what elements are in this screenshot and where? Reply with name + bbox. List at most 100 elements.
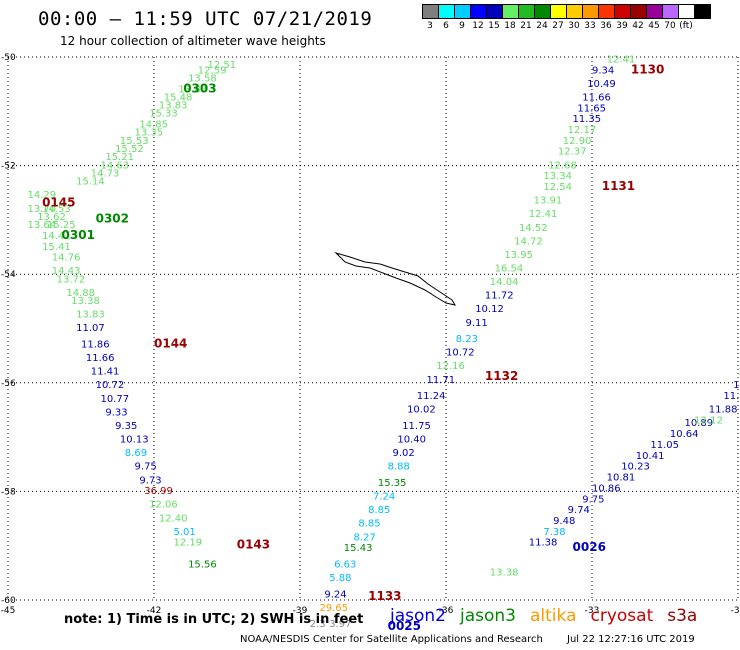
legend-label: 24 (536, 21, 548, 31)
legend-swatch (486, 4, 503, 19)
satellite-name: s3a (667, 606, 698, 626)
wave-height-value: 15.43 (344, 543, 373, 554)
wave-height-value: 10.64 (670, 429, 699, 440)
wave-height-value: 11.65 (577, 103, 606, 114)
legend-label: 21 (520, 21, 532, 31)
legend-swatch (662, 4, 679, 19)
x-tick-label: -45 (1, 606, 16, 616)
wave-height-value: 9.33 (105, 407, 127, 418)
y-tick-label: -54 (1, 270, 16, 280)
wave-height-value: 14.76 (52, 253, 81, 264)
wave-height-value: 10.81 (607, 473, 636, 484)
wave-height-value: 12.40 (159, 513, 188, 524)
wave-height-value: 13.72 (57, 274, 86, 285)
legend-label: 18 (504, 21, 516, 31)
wave-height-value: 10.49 (587, 79, 616, 90)
wave-height-value: 11.35 (573, 114, 602, 125)
legend-label: 9 (459, 21, 465, 31)
x-tick-label: -39 (293, 606, 308, 616)
wave-height-value: 11.24 (417, 391, 446, 402)
wave-height-value: 15.35 (378, 478, 407, 489)
wave-height-value: 11.07 (76, 323, 105, 334)
legend-label: 33 (584, 21, 596, 31)
wave-height-value: 14.63 (100, 160, 129, 171)
wave-height-value: 15.25 (47, 220, 76, 231)
legend-label: 15 (488, 21, 500, 31)
wave-height-value: 10.40 (397, 435, 426, 446)
wave-height-value: 12.16 (436, 361, 465, 372)
wave-height-value: 15.53 (120, 136, 149, 147)
page-subtitle: 12 hour collection of altimeter wave hei… (60, 34, 326, 48)
satellite-name: cryosat (590, 606, 654, 626)
wave-height-value: 11.05 (650, 440, 679, 451)
pass-time-label: 1133 (368, 589, 401, 603)
legend-label: 39 (616, 21, 628, 31)
wave-height-value: 13.83 (159, 101, 188, 112)
south-georgia-island (334, 251, 457, 306)
wave-height-value: 9.75 (582, 494, 604, 505)
wave-height-value: 14.52 (519, 223, 548, 234)
satellite-legend: jason2 jason3 altika cryosat s3a (390, 606, 711, 626)
wave-height-value: 36.99 (144, 486, 173, 497)
wave-height-value: 11.86 (81, 340, 110, 351)
legend-swatch (678, 4, 695, 19)
wave-height-value: 13.95 (504, 250, 533, 261)
wave-height-value: 15.56 (188, 559, 217, 570)
axis-tick-labels: -45 -42 -39 -36 -33 -30 -50 -52 -54 -56 -58 -60 (1, 53, 740, 616)
wave-height-value: 10.12 (475, 304, 504, 315)
wave-height-value: 13.58 (188, 73, 217, 84)
legend-labels: 3 6 9 12 15 18 21 24 27 30 33 36 39 42 45 70 (ft) (422, 21, 710, 31)
legend-swatch (454, 4, 471, 19)
wave-height-value: 9.35 (115, 421, 137, 432)
wave-height-value: 2.3 (310, 619, 326, 630)
legend-swatch (614, 4, 631, 19)
wave-height-value: 15.21 (105, 152, 134, 163)
pass-time-label: 1130 (631, 62, 664, 76)
legend-label: 70 (664, 21, 676, 31)
legend-swatch (566, 4, 583, 19)
wave-height-labels: 12.5112.5913.5813.8715.4813.8315.3314.85… (27, 54, 740, 630)
y-tick-label: -52 (1, 162, 16, 172)
pass-time-label: 0144 (154, 337, 187, 351)
wave-height-value: 14.04 (490, 277, 519, 288)
wave-height-value: 14.29 (27, 190, 56, 201)
legend-swatch (534, 4, 551, 19)
wave-height-value: 13.34 (543, 171, 572, 182)
wave-height-value: 14.43 (52, 266, 81, 277)
wave-height-value: 11.38 (529, 538, 558, 549)
pass-time-label: 1132 (485, 369, 518, 383)
wave-height-value: 10.72 (96, 380, 125, 391)
wave-height-value: 15.48 (164, 92, 193, 103)
wave-height-value: 8.85 (358, 519, 380, 530)
wave-height-value: 13.35 (135, 128, 164, 139)
wave-height-value: 9.75 (135, 462, 157, 473)
pass-time-label: 0026 (573, 540, 606, 554)
wave-height-value: 12.19 (173, 538, 202, 549)
wave-height-value: 14.41 (42, 231, 71, 242)
wave-height-value: 14.85 (139, 120, 168, 131)
legend-swatch (470, 4, 487, 19)
legend-label: (ft) (679, 21, 693, 31)
wave-height-value: 7.38 (543, 527, 565, 538)
wave-height-value: 15.14 (76, 177, 105, 188)
pass-time-label: 1131 (602, 179, 635, 193)
satellite-name: altika (530, 606, 577, 626)
wave-height-value: 11.71 (427, 375, 456, 386)
wave-height-value: 7.24 (373, 492, 395, 503)
wave-height-value: 16.54 (495, 263, 524, 274)
pass-time-label: 0145 (42, 195, 75, 209)
wave-height-value: 11.1 (733, 380, 740, 391)
wave-height-value: 12.59 (198, 65, 227, 76)
wave-height-value: 8.85 (368, 505, 390, 516)
legend-swatch (502, 4, 519, 19)
wave-height-value: 12.06 (149, 500, 178, 511)
wave-height-value: 11.41 (91, 367, 120, 378)
x-tick-label: -30 (731, 606, 740, 616)
wave-height-value: 15.52 (115, 144, 144, 155)
x-tick-label: -42 (147, 606, 162, 616)
y-tick-label: -60 (1, 596, 16, 606)
pass-time-label: 0302 (96, 212, 129, 226)
wave-height-value: 5.01 (173, 527, 195, 538)
wave-height-value: 9.11 (465, 318, 487, 329)
